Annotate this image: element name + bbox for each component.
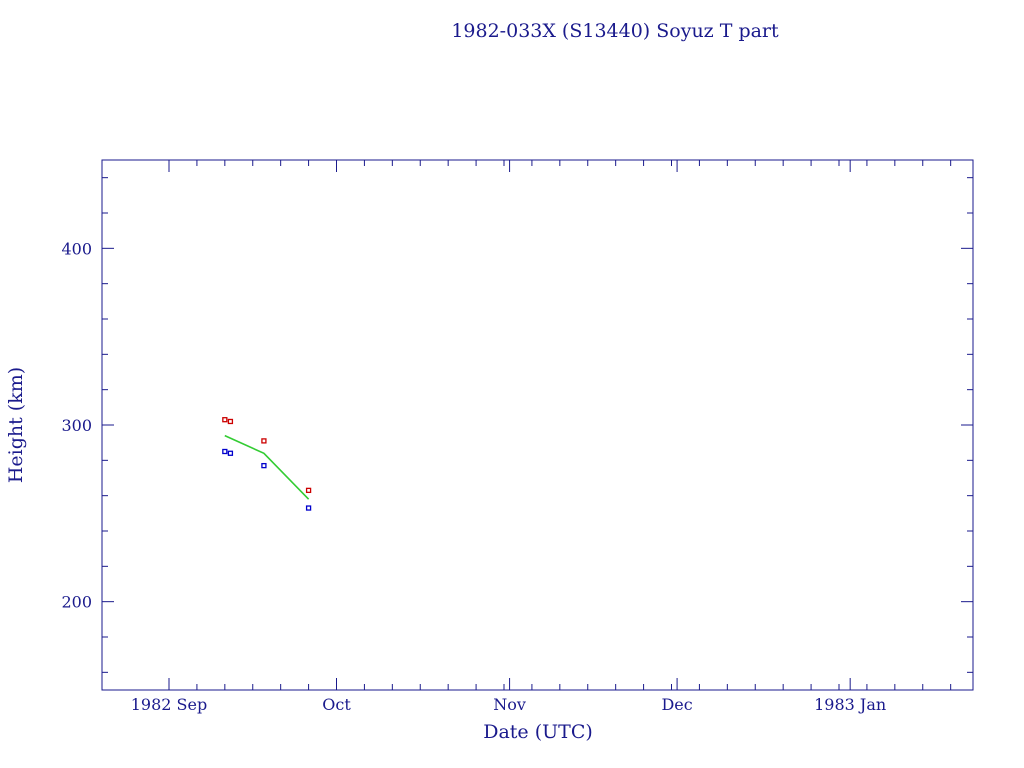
perigee-series <box>222 448 312 511</box>
apogee-point <box>261 438 267 444</box>
x-axis-label: Date (UTC) <box>483 721 593 743</box>
x-tick-label: 1983 Jan <box>814 695 886 714</box>
y-tick-label: 300 <box>61 416 92 435</box>
x-tick-label: 1982 Sep <box>131 695 207 714</box>
plot-frame <box>101 159 974 691</box>
x-tick-label: Nov <box>493 695 526 714</box>
x-tick-label: Oct <box>322 695 351 714</box>
apogee-point <box>222 417 228 423</box>
mean-series <box>224 434 310 500</box>
perigee-point <box>261 462 267 469</box>
mean-line <box>224 434 310 500</box>
perigee-point <box>305 505 312 511</box>
x-tick-labels: 1982 Sep Oct Nov Dec 1983 Jan <box>131 695 886 714</box>
perigee-point <box>222 448 228 455</box>
apogee-point <box>227 418 234 425</box>
data-series <box>222 417 312 511</box>
apogee-point <box>305 487 312 494</box>
apogee-series <box>222 417 312 494</box>
perigee-point <box>227 450 234 456</box>
y-axis-label: Height (km) <box>5 367 27 483</box>
axis-ticks <box>102 160 973 690</box>
x-tick-label: Dec <box>661 695 692 714</box>
chart-title: 1982-033X (S13440) Soyuz T part <box>451 20 779 42</box>
y-tick-label: 400 <box>61 239 92 258</box>
y-tick-label: 200 <box>61 593 92 612</box>
y-tick-labels: 200 300 400 <box>61 239 92 611</box>
